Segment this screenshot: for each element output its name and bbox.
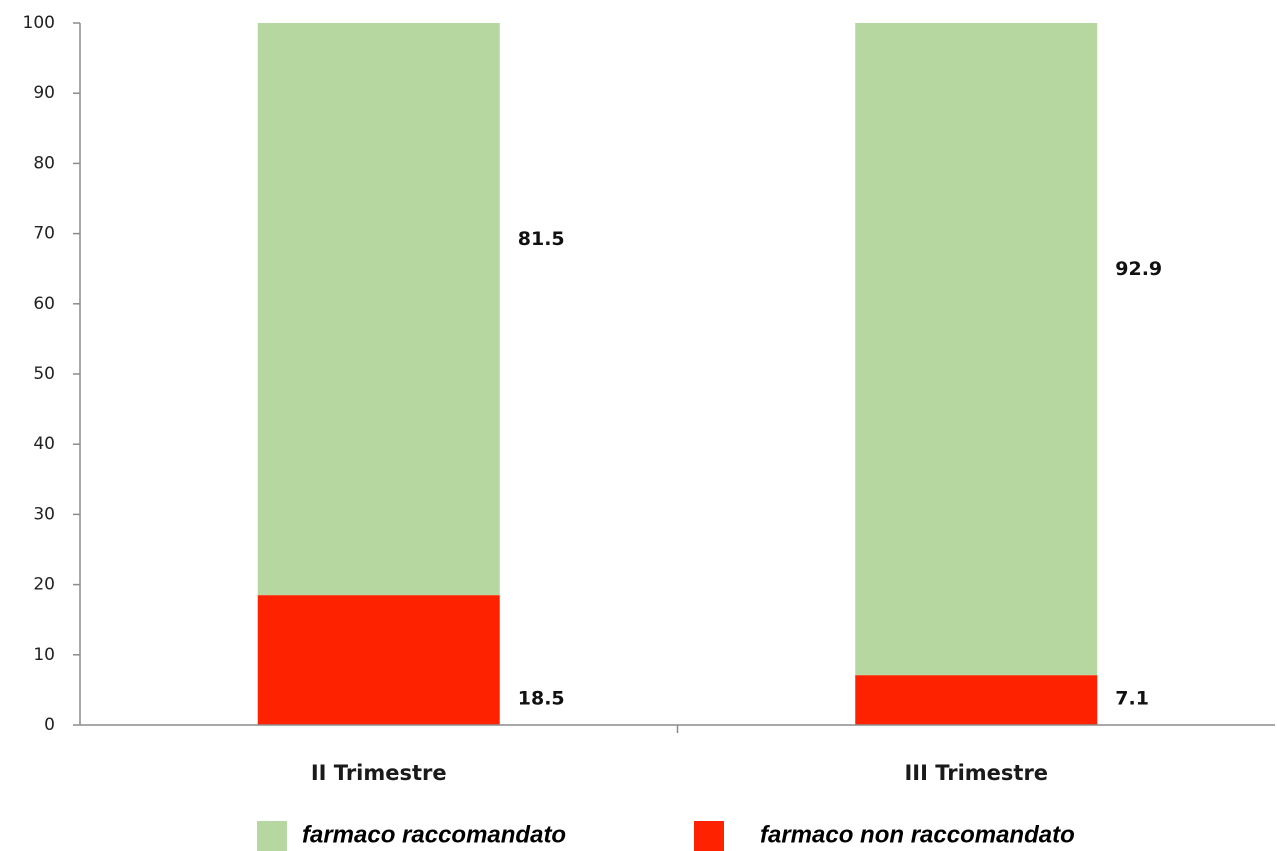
legend-swatch-non-raccomandato: [694, 821, 724, 851]
bar-non-raccomandato-2: [855, 675, 1098, 725]
bar-non-raccomandato-1: [257, 595, 500, 725]
axes-layer: 0 10 20 30 40 50 60 70 80 90 100: [23, 13, 1275, 735]
category-label-1: II Trimestre: [311, 761, 447, 785]
labels-layer: 18.5 81.5 II Trimestre 7.1 92.9 III Trimestre: [311, 228, 1162, 785]
y-tick-label: 10: [33, 645, 55, 665]
value-label-raccomandato-2: 92.9: [1115, 258, 1162, 280]
legend-label-non-raccomandato: farmaco non raccomandato: [760, 821, 1075, 848]
value-label-non-raccomandato-1: 18.5: [518, 688, 565, 710]
y-tick-label: 100: [23, 13, 55, 33]
y-tick-label: 0: [44, 715, 55, 735]
y-tick-label: 50: [33, 364, 55, 384]
legend-label-raccomandato: farmaco raccomandato: [302, 821, 566, 848]
y-tick-label: 80: [33, 153, 55, 173]
bars-layer: [257, 23, 1098, 725]
legend: farmaco raccomandato farmaco non raccoman…: [257, 821, 1075, 851]
y-tick-label: 70: [33, 224, 55, 244]
y-tick-label: 90: [33, 83, 55, 103]
value-label-raccomandato-1: 81.5: [518, 228, 565, 250]
category-label-2: III Trimestre: [904, 761, 1048, 785]
bar-raccomandato-1: [257, 23, 500, 596]
y-tick-label: 40: [33, 434, 55, 454]
y-tick-label: 20: [33, 575, 55, 595]
y-tick-label: 30: [33, 504, 55, 524]
bar-raccomandato-2: [855, 23, 1098, 676]
value-label-non-raccomandato-2: 7.1: [1115, 688, 1149, 710]
y-tick-label: 60: [33, 294, 55, 314]
legend-swatch-raccomandato: [257, 821, 287, 851]
